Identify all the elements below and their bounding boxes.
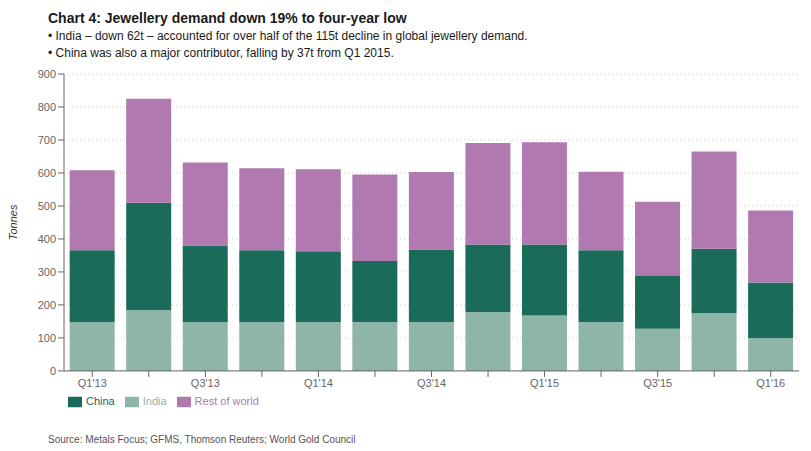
html-text:India: India [142, 394, 167, 407]
svg-text:Q1'14: Q1'14 [304, 377, 333, 389]
svg-text:600: 600 [38, 167, 56, 179]
svg-text:Q3'14: Q3'14 [417, 377, 446, 389]
svg-text:300: 300 [38, 266, 56, 278]
html-text:• China was also a major contr: • China was also a major contributor, fa… [48, 46, 394, 60]
svg-text:800: 800 [38, 101, 56, 113]
html-text:Source: Metals Focus; GFMS, Th: Source: Metals Focus; GFMS, Thomson Reut… [48, 434, 356, 445]
svg-text:Q1'16: Q1'16 [756, 377, 785, 389]
svg-text:Tonnes: Tonnes [8, 204, 19, 240]
svg-text:400: 400 [38, 233, 56, 245]
svg-text:900: 900 [38, 68, 56, 80]
html-text:China: China [86, 394, 115, 407]
svg-text:Q3'15: Q3'15 [643, 377, 672, 389]
svg-text:500: 500 [38, 200, 56, 212]
html-text:• India – down 62t – accounted: • India – down 62t – accounted for over … [48, 29, 528, 43]
html-text:Rest of world: Rest of world [194, 394, 259, 407]
html-text:Chart 4: Jewellery demand down: Chart 4: Jewellery demand down 19% to fo… [48, 10, 407, 26]
svg-text:200: 200 [38, 299, 56, 311]
svg-text:100: 100 [38, 332, 56, 344]
svg-text:700: 700 [38, 134, 56, 146]
svg-text:Q3'13: Q3'13 [191, 377, 220, 389]
svg-text:Q1'13: Q1'13 [78, 377, 107, 389]
svg-text:Q1'15: Q1'15 [530, 377, 559, 389]
svg-text:0: 0 [50, 365, 56, 377]
